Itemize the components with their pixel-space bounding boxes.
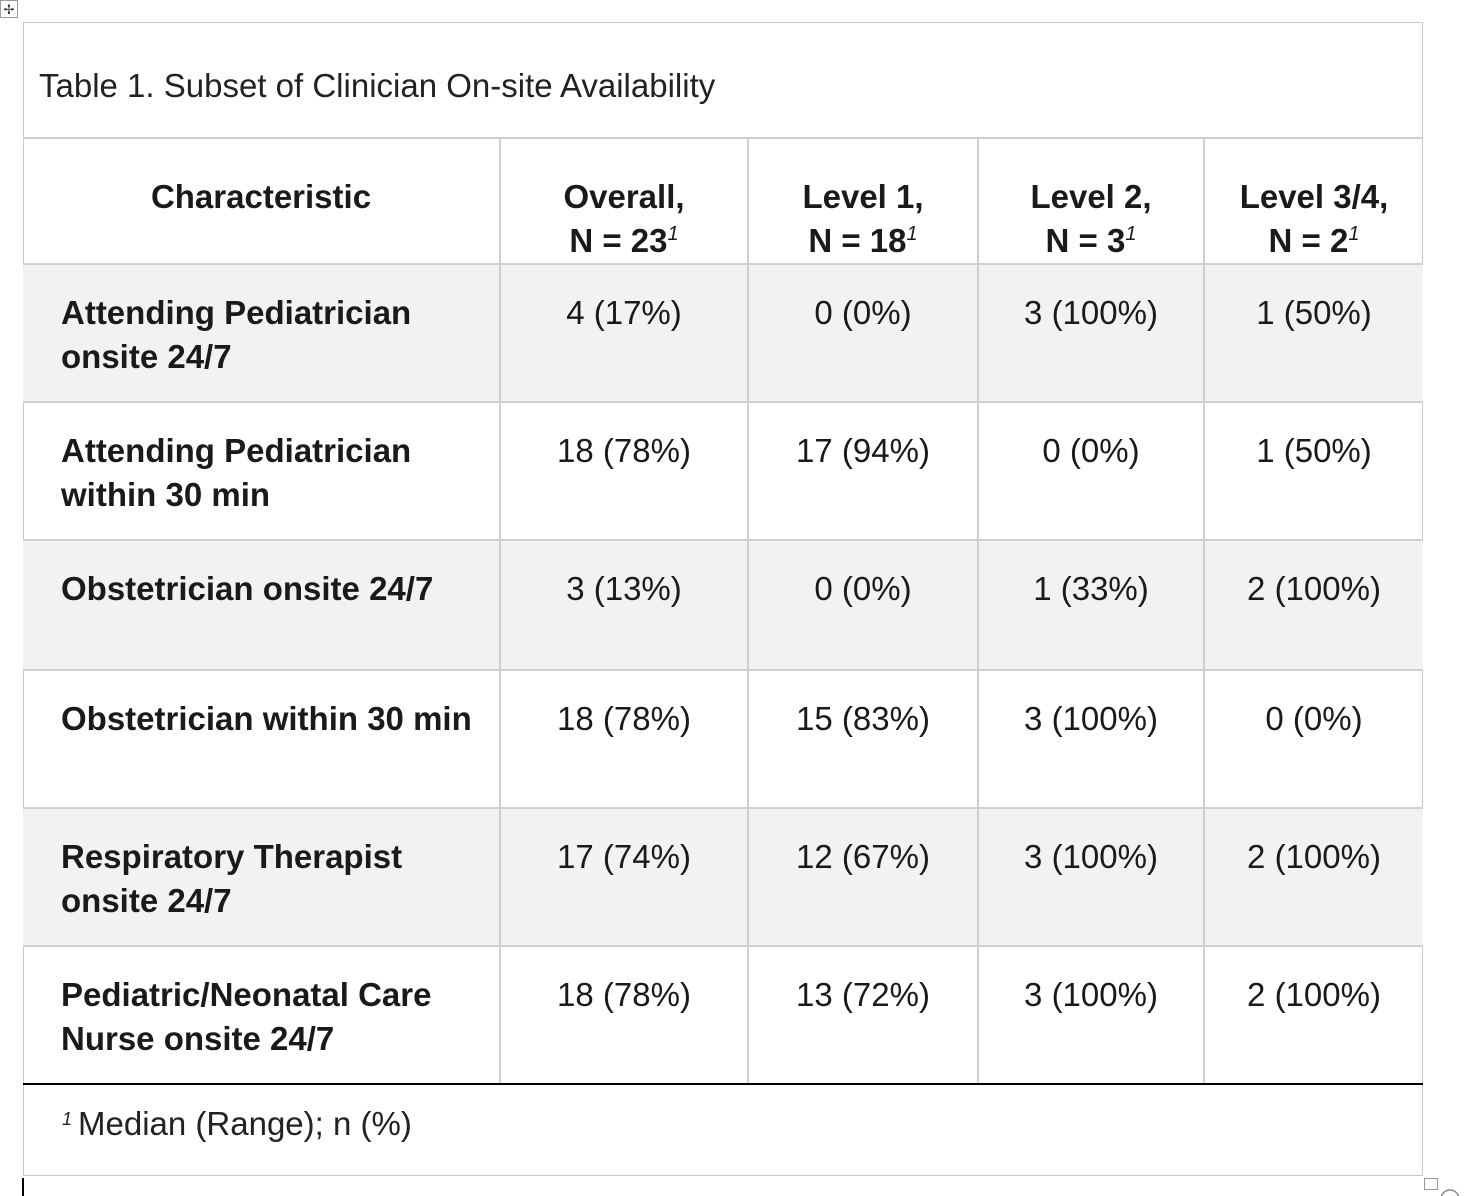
cell-level-3-4: 1 (50%) <box>1203 263 1423 403</box>
cell-level-1: 15 (83%) <box>747 669 979 809</box>
header-row: Characteristic Overall, N = 231 Level 1, N… <box>23 137 1423 265</box>
footnote-text: Median (Range); n (%) <box>78 1105 412 1142</box>
column-header-level-1: Level 1, N = 181 <box>747 137 979 265</box>
cell-level-1: 13 (72%) <box>747 945 979 1085</box>
cell-level-2: 1 (33%) <box>977 539 1205 671</box>
cell-overall: 4 (17%) <box>499 263 749 403</box>
column-header-characteristic: Characteristic <box>23 137 501 265</box>
cell-overall: 17 (74%) <box>499 807 749 947</box>
table-caption: Table 1. Subset of Clinician On-site Ava… <box>39 67 716 104</box>
table-row: Attending Pediatrician onsite 24/7 4 (17… <box>23 263 1423 403</box>
cell-level-2: 3 (100%) <box>977 263 1205 403</box>
data-table: Characteristic Overall, N = 231 Level 1, N… <box>23 137 1423 1085</box>
row-label: Obstetrician onsite 24/7 <box>23 539 501 671</box>
table-row: Pediatric/Neonatal Care Nurse onsite 24/… <box>23 945 1423 1085</box>
column-header-overall: Overall, N = 231 <box>499 137 749 265</box>
cell-level-1: 12 (67%) <box>747 807 979 947</box>
cell-level-3-4: 2 (100%) <box>1203 539 1423 671</box>
row-label: Respiratory Therapist onsite 24/7 <box>23 807 501 947</box>
row-label: Attending Pediatrician within 30 min <box>23 401 501 541</box>
cell-level-2: 3 (100%) <box>977 669 1205 809</box>
cell-level-3-4: 2 (100%) <box>1203 807 1423 947</box>
table-row: Obstetrician within 30 min 18 (78%) 15 (… <box>23 669 1423 809</box>
row-label: Pediatric/Neonatal Care Nurse onsite 24/… <box>23 945 501 1085</box>
table-row: Attending Pediatrician within 30 min 18 … <box>23 401 1423 541</box>
cell-level-3-4: 2 (100%) <box>1203 945 1423 1085</box>
row-label: Attending Pediatrician onsite 24/7 <box>23 263 501 403</box>
cell-level-1: 0 (0%) <box>747 263 979 403</box>
cell-level-2: 0 (0%) <box>977 401 1205 541</box>
cell-overall: 18 (78%) <box>499 669 749 809</box>
cell-level-3-4: 1 (50%) <box>1203 401 1423 541</box>
corner-glyph-icon <box>1436 1184 1464 1196</box>
cell-overall: 18 (78%) <box>499 945 749 1085</box>
column-header-level-2: Level 2, N = 31 <box>977 137 1205 265</box>
row-label: Obstetrician within 30 min <box>23 669 501 809</box>
move-arrows-icon[interactable]: ✢ <box>0 0 18 18</box>
cell-level-1: 0 (0%) <box>747 539 979 671</box>
text-cursor <box>22 1178 24 1196</box>
cell-level-2: 3 (100%) <box>977 807 1205 947</box>
table-footnote: 1 Median (Range); n (%) <box>62 1105 412 1143</box>
table-row: Respiratory Therapist onsite 24/7 17 (74… <box>23 807 1423 947</box>
column-header-level-3-4: Level 3/4, N = 21 <box>1203 137 1423 265</box>
cell-level-1: 17 (94%) <box>747 401 979 541</box>
cell-overall: 3 (13%) <box>499 539 749 671</box>
footnote-marker: 1 <box>62 1109 73 1129</box>
cell-overall: 18 (78%) <box>499 401 749 541</box>
cell-level-2: 3 (100%) <box>977 945 1205 1085</box>
cell-level-3-4: 0 (0%) <box>1203 669 1423 809</box>
resize-handle-icon[interactable] <box>1424 1178 1438 1190</box>
table-row: Obstetrician onsite 24/7 3 (13%) 0 (0%) … <box>23 539 1423 671</box>
